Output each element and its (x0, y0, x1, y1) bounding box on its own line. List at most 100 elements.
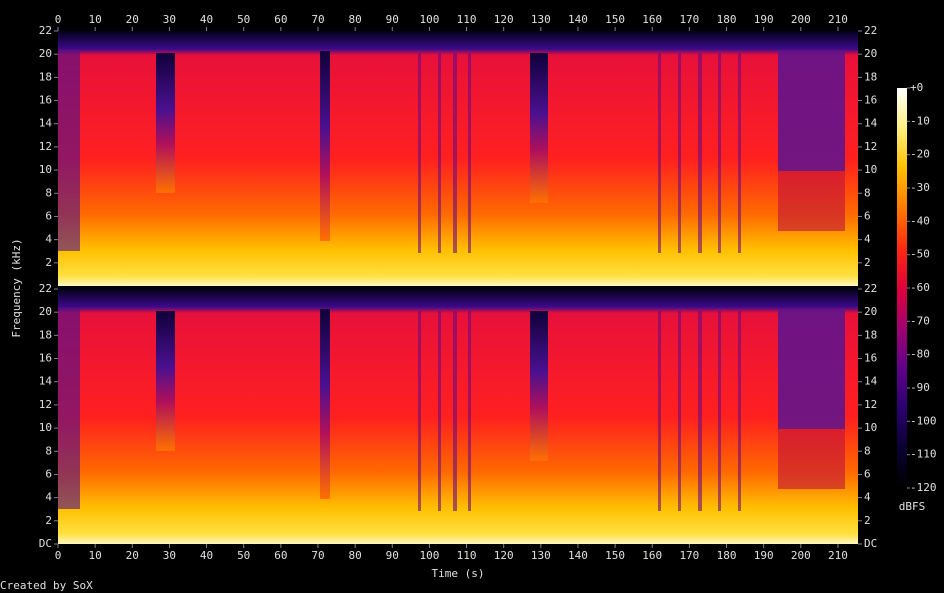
y-tick-label: 22 (39, 282, 52, 295)
colorbar-tick-label: -20 (910, 148, 930, 161)
x-tick-label: 70 (311, 549, 324, 562)
x-tick-label: 110 (457, 549, 477, 562)
y-tick-label: 16 (864, 94, 877, 107)
x-tick-label: 120 (494, 549, 514, 562)
x-tick-label: 140 (568, 13, 588, 26)
x-tick-label: 20 (126, 549, 139, 562)
x-tick-label: 100 (419, 549, 439, 562)
y-tick-label: 8 (864, 444, 871, 457)
y-tick-label: 16 (39, 352, 52, 365)
y-tick-label: 18 (864, 70, 877, 83)
colorbar-tick-label: -90 (910, 381, 930, 394)
footer: Created by SoX (0, 579, 93, 592)
y-tick-label: 18 (864, 328, 877, 341)
y-tick-label: 2 (45, 514, 52, 527)
x-tick-label: 80 (348, 549, 361, 562)
y-tick-label: 4 (45, 233, 52, 246)
x-tick-label: 0 (55, 13, 62, 26)
x-tick-label: 120 (494, 13, 514, 26)
y-tick-label: 22 (39, 24, 52, 37)
y-tick-label: 14 (864, 375, 878, 388)
x-tick-label: 40 (200, 13, 213, 26)
x-tick-label: 10 (89, 13, 102, 26)
y-tick-label: 20 (864, 47, 877, 60)
y-tick-label: 2 (864, 514, 871, 527)
x-tick-label: 40 (200, 549, 213, 562)
x-tick-label: 0 (55, 549, 62, 562)
x-tick-label: 60 (274, 13, 287, 26)
x-tick-label: 160 (642, 13, 662, 26)
y-tick-label: 8 (864, 186, 871, 199)
y-tick-label: 6 (864, 209, 871, 222)
x-tick-label: 190 (754, 549, 774, 562)
x-tick-label: 80 (348, 13, 361, 26)
x-tick-label: 180 (717, 549, 737, 562)
x-tick-label: 210 (828, 13, 848, 26)
colorbar-tick-label: -10 (910, 114, 930, 127)
y-tick-label: 6 (45, 467, 52, 480)
y-tick-label: 12 (39, 398, 52, 411)
y-tick-label: 12 (39, 140, 52, 153)
x-tick-label: 90 (386, 13, 399, 26)
y-tick-label: 16 (864, 352, 877, 365)
x-tick-label: 190 (754, 13, 774, 26)
x-tick-label: 150 (605, 13, 625, 26)
colorbar-tick-label: -60 (910, 281, 930, 294)
colorbar-tick-label: -80 (910, 348, 930, 361)
x-tick-label: 90 (386, 549, 399, 562)
y-tick-label: 4 (864, 233, 871, 246)
y-tick-label: 20 (39, 305, 52, 318)
y-tick-label: 14 (39, 117, 53, 130)
y-tick-label: 8 (45, 186, 52, 199)
colorbar-tick-label: -70 (910, 314, 930, 327)
colorbar-tick-label: -110 (910, 448, 937, 461)
colorbar-tick-label: -40 (910, 214, 930, 227)
colorbar-label: dBFS (899, 500, 926, 513)
x-tick-label: 200 (791, 549, 811, 562)
x-tick-label: 210 (828, 549, 848, 562)
y-tick-label: 4 (45, 491, 52, 504)
colorbar-tick-label: -50 (910, 248, 930, 261)
y-tick-label: 10 (864, 421, 877, 434)
y-tick-label: 10 (864, 163, 877, 176)
x-tick-label: 170 (679, 13, 699, 26)
x-tick-label: 200 (791, 13, 811, 26)
x-tick-label: 50 (237, 13, 250, 26)
channel-2-image (58, 289, 858, 544)
y-tick-label: 12 (864, 398, 877, 411)
x-tick-label: 140 (568, 549, 588, 562)
x-axis-label: Time (s) (432, 567, 485, 580)
y-tick-label: 22 (864, 24, 877, 37)
y-tick-label: 10 (39, 163, 52, 176)
x-tick-label: 50 (237, 549, 250, 562)
x-tick-label: 130 (531, 13, 551, 26)
x-tick-label: 30 (163, 13, 176, 26)
y-tick-label: 14 (864, 117, 878, 130)
x-tick-label: 170 (679, 549, 699, 562)
y-tick-label: 2 (45, 256, 52, 269)
y-tick-label: 10 (39, 421, 52, 434)
x-tick-label: 100 (419, 13, 439, 26)
y-tick-label: 20 (864, 305, 877, 318)
y-tick-label: 22 (864, 282, 877, 295)
x-tick-label: 110 (457, 13, 477, 26)
x-tick-label: 20 (126, 13, 139, 26)
y-tick-label: 14 (39, 375, 53, 388)
y-tick-label: 12 (864, 140, 877, 153)
y-tick-label: 18 (39, 70, 52, 83)
y-tick-label: 18 (39, 328, 52, 341)
y-tick-label: 2 (864, 256, 871, 269)
colorbar-tick-label: -120 (910, 481, 937, 494)
colorbar (897, 88, 907, 488)
y-tick-label: DC (864, 537, 877, 550)
x-tick-label: 60 (274, 549, 287, 562)
y-tick-label: 6 (864, 467, 871, 480)
x-tick-label: 160 (642, 549, 662, 562)
x-tick-label: 130 (531, 549, 551, 562)
y-tick-label: 8 (45, 444, 52, 457)
colorbar-tick-label: -100 (910, 414, 937, 427)
y-axis-label: Frequency (kHz) (10, 238, 23, 337)
channel-1-image (58, 31, 858, 286)
colorbar-tick-label: -30 (910, 181, 930, 194)
